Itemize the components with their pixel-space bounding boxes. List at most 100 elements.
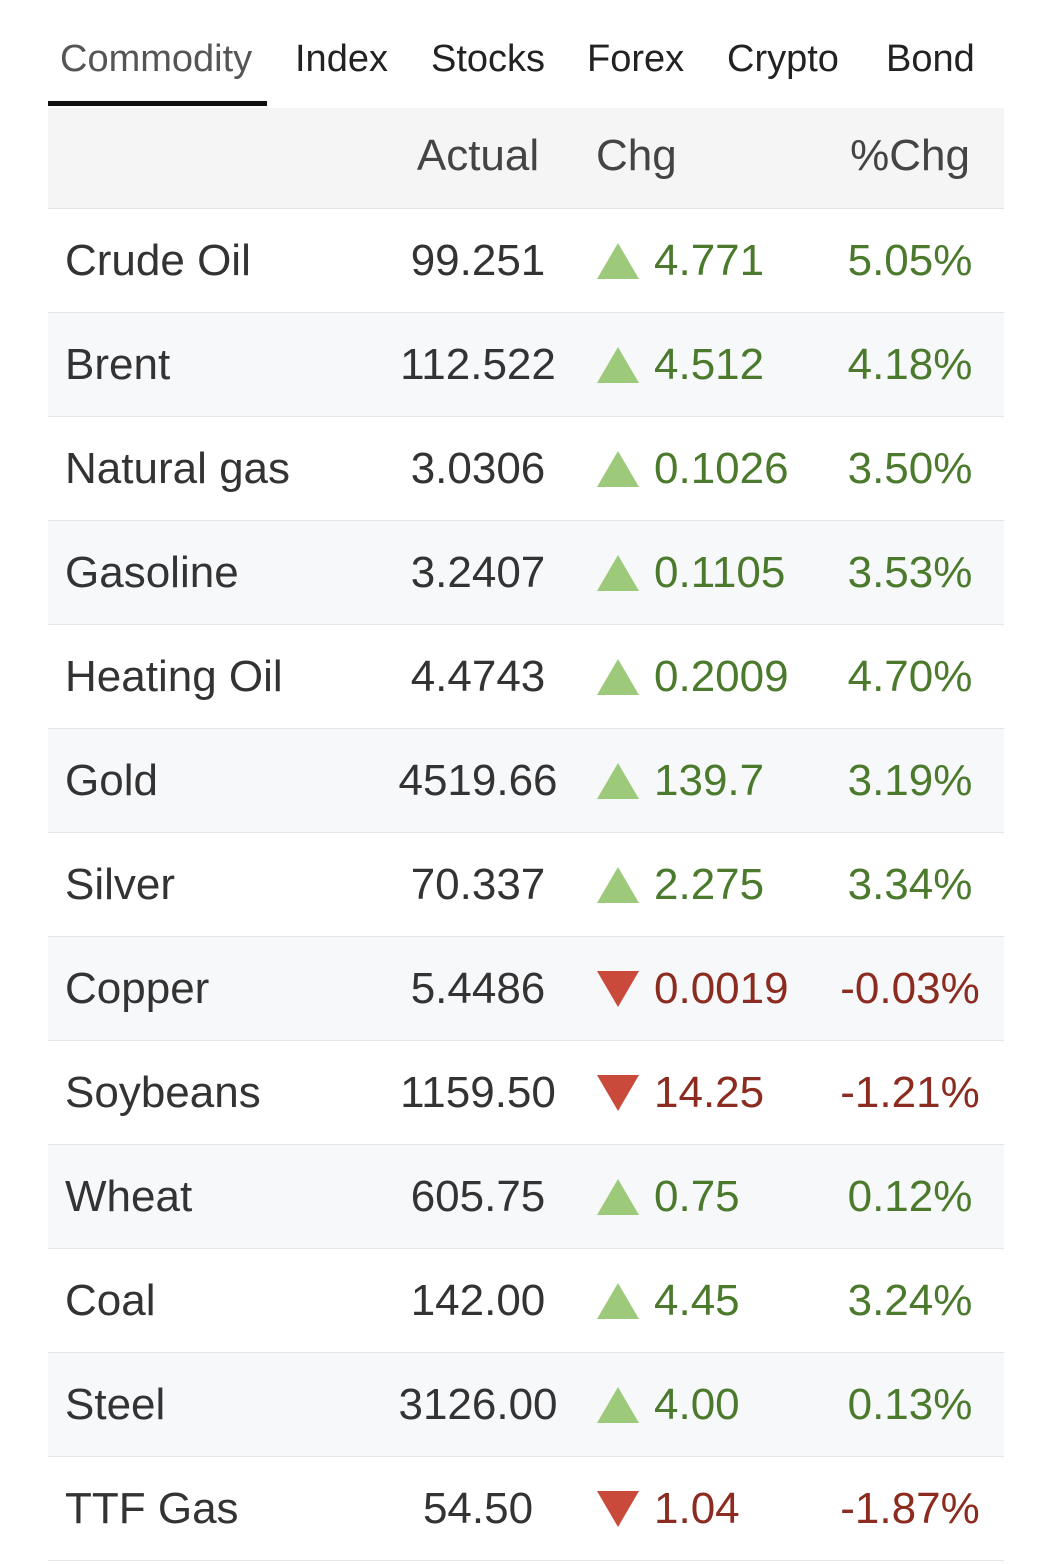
percent-change: 3.24% (847, 1276, 973, 1325)
up-arrow (597, 1179, 639, 1215)
tab[interactable]: Bond (886, 38, 975, 80)
table-row: Gasoline 3.2407 0.1105 3.53% (48, 521, 1004, 625)
column-header: Actual (416, 131, 540, 180)
actual-value: 1159.50 (400, 1068, 556, 1117)
percent-change: 3.50% (847, 444, 973, 493)
change-value: 4.771 (654, 236, 765, 285)
change-value: 14.25 (654, 1068, 765, 1117)
commodity-name: Wheat (65, 1172, 193, 1221)
down-arrow (597, 971, 639, 1007)
change-value: 4.45 (654, 1276, 740, 1325)
down-arrow (597, 1491, 639, 1527)
percent-change: 3.34% (847, 860, 973, 909)
table-row: Steel 3126.00 4.00 0.13% (48, 1353, 1004, 1457)
up-arrow (597, 555, 639, 591)
arrow-shape (597, 1387, 639, 1423)
tab[interactable]: Crypto (727, 38, 839, 80)
commodity-name: Soybeans (65, 1068, 261, 1117)
actual-value: 3.2407 (410, 548, 546, 597)
commodity-name: Coal (65, 1276, 156, 1325)
active-tab-underline (48, 101, 267, 106)
tab[interactable]: Index (295, 38, 388, 80)
percent-change: 0.13% (847, 1380, 973, 1429)
percent-change: 4.18% (847, 340, 973, 389)
commodity-name: Copper (65, 964, 210, 1013)
actual-value: 4.4743 (410, 652, 546, 701)
table-header: Actual Chg %Chg (48, 108, 1004, 209)
change-value: 2.275 (654, 860, 765, 909)
up-arrow (597, 867, 639, 903)
actual-value: 605.75 (410, 1172, 546, 1221)
percent-change: 3.19% (847, 756, 973, 805)
change-value: 1.04 (654, 1484, 740, 1533)
arrow-shape (597, 971, 639, 1007)
arrow-shape (597, 451, 639, 487)
tab[interactable]: Forex (587, 38, 685, 80)
table-row: Coal 142.00 4.45 3.24% (48, 1249, 1004, 1353)
percent-change: 0.12% (847, 1172, 973, 1221)
arrow-shape (597, 867, 639, 903)
tab[interactable]: Stocks (431, 38, 546, 80)
table-row: Natural gas 3.0306 0.1026 3.50% (48, 417, 1004, 521)
up-arrow (597, 763, 639, 799)
arrow-shape (597, 763, 639, 799)
commodity-name: Natural gas (65, 444, 291, 493)
change-value: 0.2009 (654, 652, 789, 701)
up-arrow (597, 1387, 639, 1423)
arrow-shape (597, 1179, 639, 1215)
up-arrow (597, 347, 639, 383)
table-row: Crude Oil 99.251 4.771 5.05% (48, 209, 1004, 313)
commodity-name: Crude Oil (65, 236, 251, 285)
table-row: Wheat 605.75 0.75 0.12% (48, 1145, 1004, 1249)
table-row: Silver 70.337 2.275 3.34% (48, 833, 1004, 937)
column-header: Chg (596, 131, 677, 180)
column-header: %Chg (850, 131, 970, 180)
up-arrow (597, 451, 639, 487)
up-arrow (597, 1283, 639, 1319)
up-arrow (597, 659, 639, 695)
percent-change: -1.21% (840, 1068, 980, 1117)
commodity-name: Gasoline (65, 548, 239, 597)
actual-value: 5.4486 (410, 964, 546, 1013)
percent-change: 5.05% (847, 236, 973, 285)
commodity-name: Brent (65, 340, 171, 389)
actual-value: 3126.00 (398, 1380, 558, 1429)
actual-value: 112.522 (400, 340, 556, 389)
actual-value: 54.50 (422, 1484, 534, 1533)
commodity-name: Silver (65, 860, 176, 909)
actual-value: 142.00 (410, 1276, 546, 1325)
actual-value: 70.337 (410, 860, 546, 909)
actual-value: 4519.66 (398, 756, 558, 805)
arrow-shape (597, 347, 639, 383)
commodity-name: Heating Oil (65, 652, 283, 701)
arrow-shape (597, 1491, 639, 1527)
change-value: 4.512 (654, 340, 765, 389)
table-row: Copper 5.4486 0.0019 -0.03% (48, 937, 1004, 1041)
table-row: TTF Gas 54.50 1.04 -1.87% (48, 1457, 1004, 1561)
arrow-shape (597, 1283, 639, 1319)
change-value: 0.75 (654, 1172, 740, 1221)
table-row: Gold 4519.66 139.7 3.19% (48, 729, 1004, 833)
change-value: 4.00 (654, 1380, 740, 1429)
change-value: 0.1026 (654, 444, 789, 493)
change-value: 0.0019 (654, 964, 789, 1013)
actual-value: 99.251 (410, 236, 546, 285)
table-row: Heating Oil 4.4743 0.2009 4.70% (48, 625, 1004, 729)
table-row: Brent 112.522 4.512 4.18% (48, 313, 1004, 417)
up-arrow (597, 243, 639, 279)
percent-change: -1.87% (840, 1484, 980, 1533)
arrow-shape (597, 555, 639, 591)
change-value: 0.1105 (654, 548, 786, 597)
percent-change: 3.53% (847, 548, 973, 597)
percent-change: 4.70% (847, 652, 973, 701)
tab[interactable]: Commodity (60, 38, 253, 80)
arrow-shape (597, 1075, 639, 1111)
percent-change: -0.03% (840, 964, 980, 1013)
change-value: 139.7 (654, 756, 765, 805)
arrow-shape (597, 659, 639, 695)
commodity-name: Steel (65, 1380, 166, 1429)
table-row: Soybeans 1159.50 14.25 -1.21% (48, 1041, 1004, 1145)
down-arrow (597, 1075, 639, 1111)
commodity-name: TTF Gas (65, 1484, 239, 1533)
